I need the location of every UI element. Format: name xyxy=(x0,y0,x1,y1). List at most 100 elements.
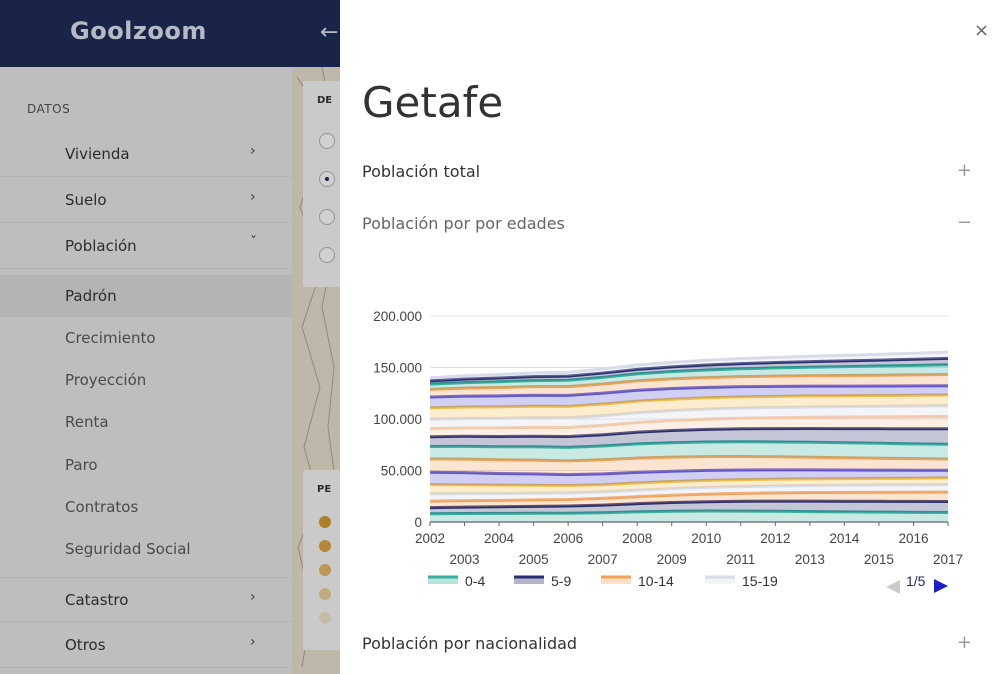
legend-swatch xyxy=(514,576,544,584)
x-tick-label: 2003 xyxy=(450,552,480,567)
series-line-70-74[interactable] xyxy=(429,363,949,386)
overlay-dim xyxy=(0,0,340,674)
sidebar-subitem-proyeccion[interactable]: Proyección xyxy=(0,359,292,401)
chevron-right-icon: › xyxy=(250,189,256,205)
app-logo[interactable]: Goolzoom xyxy=(70,17,207,45)
series-line-60-64[interactable] xyxy=(429,384,949,399)
x-tick-label: 2005 xyxy=(519,552,549,567)
x-tick-label: 2014 xyxy=(829,531,860,546)
area-20-24[interactable] xyxy=(430,477,948,494)
legend-label: 5-9 xyxy=(551,573,571,589)
area-60-64[interactable] xyxy=(430,385,948,408)
x-tick-label: 2002 xyxy=(415,531,445,546)
series-line-10-14[interactable] xyxy=(429,490,949,503)
y-tick-label: 100.000 xyxy=(373,412,422,427)
accordion-label: Población por por edades xyxy=(362,214,565,233)
sidebar-subitem-padron[interactable]: Padrón xyxy=(0,275,292,317)
x-tick-label: 2012 xyxy=(760,531,790,546)
area-55-59[interactable] xyxy=(430,395,948,420)
series-line-20-24[interactable] xyxy=(429,476,949,488)
sidebar-subitem-label: Seguridad Social xyxy=(65,540,191,558)
sidebar-subitem-label: Renta xyxy=(65,413,109,431)
series-line-40-44[interactable] xyxy=(429,426,948,439)
sidebar-item-poblacion[interactable]: Población ˇ xyxy=(0,224,292,269)
y-tick-label: 50.000 xyxy=(381,464,422,479)
area-5-9[interactable] xyxy=(430,501,948,514)
series-line-0-4[interactable] xyxy=(429,509,949,516)
map-radio[interactable] xyxy=(319,133,335,149)
series-line-25-29[interactable] xyxy=(429,468,948,477)
legend-item-15-19[interactable]: 15-19 xyxy=(705,573,778,589)
sidebar-subitem-seguridad-social[interactable]: Seguridad Social xyxy=(0,528,292,570)
plus-icon: + xyxy=(956,160,972,181)
area-45-49[interactable] xyxy=(430,416,948,437)
area-35-39[interactable] xyxy=(430,441,948,461)
map-radio-selected[interactable] xyxy=(319,171,335,187)
legend-swatch xyxy=(319,564,331,576)
series-line-15-19[interactable] xyxy=(429,483,949,496)
series-line-55-59[interactable] xyxy=(429,393,949,410)
prev-page-icon[interactable] xyxy=(886,580,900,594)
y-tick-label: 0 xyxy=(414,515,422,530)
back-arrow-icon[interactable]: ← xyxy=(320,20,339,45)
series-line-50-54[interactable] xyxy=(429,404,949,421)
sidebar-subitem-crecimiento[interactable]: Crecimiento xyxy=(0,317,292,359)
close-button[interactable]: × xyxy=(974,20,990,41)
y-tick-label: 200.000 xyxy=(373,309,422,324)
sidebar-item-suelo[interactable]: Suelo › xyxy=(0,178,292,223)
page-title: Getafe xyxy=(362,78,504,127)
top-bar: Goolzoom ← xyxy=(0,0,340,67)
map-radio[interactable] xyxy=(319,247,335,263)
area-15-19[interactable] xyxy=(430,484,948,502)
sidebar-item-vivienda[interactable]: Vivienda › xyxy=(0,132,292,177)
area-70-74[interactable] xyxy=(430,364,948,390)
series-line-65-69[interactable] xyxy=(429,373,949,391)
legend-swatch xyxy=(428,576,458,584)
accordion-label: Población total xyxy=(362,162,481,181)
legend-swatch xyxy=(319,540,331,552)
legend-label: 10-14 xyxy=(638,573,674,589)
legend-item-5-9[interactable]: 5-9 xyxy=(514,573,571,589)
accordion-poblacion-total[interactable]: Población total + xyxy=(362,160,972,192)
series-line-75-79[interactable] xyxy=(429,356,949,383)
next-page-icon[interactable] xyxy=(934,579,948,593)
legend-swatch xyxy=(319,612,331,624)
sidebar-item-otros[interactable]: Otros › xyxy=(0,623,292,668)
legend-item-0-4[interactable]: 0-4 xyxy=(428,573,485,589)
minus-icon: − xyxy=(956,212,972,233)
legend-swatch xyxy=(705,576,735,584)
series-line-45-49[interactable] xyxy=(429,414,949,430)
sidebar-subitem-label: Proyección xyxy=(65,371,147,389)
area-40-44[interactable] xyxy=(430,428,948,448)
sidebar-subitem-paro[interactable]: Paro xyxy=(0,444,292,486)
x-tick-label: 2007 xyxy=(588,552,618,567)
map-density-card: DE xyxy=(303,81,340,287)
sidebar-item-label: Vivienda xyxy=(65,145,130,163)
area-50-54[interactable] xyxy=(430,405,948,429)
area-10-14[interactable] xyxy=(430,492,948,508)
series-line-5-9[interactable] xyxy=(429,499,949,510)
accordion-poblacion-nacionalidad[interactable]: Población por nacionalidad + xyxy=(362,632,972,664)
accordion-label: Población por nacionalidad xyxy=(362,634,578,653)
map-card-title: DE xyxy=(317,95,333,106)
sidebar-item-catastro[interactable]: Catastro › xyxy=(0,577,292,622)
legend-page-indicator: 1/5 xyxy=(906,573,926,589)
sidebar-item-label: Catastro xyxy=(65,591,129,609)
sidebar-subitem-label: Paro xyxy=(65,456,98,474)
series-line-80+[interactable] xyxy=(429,350,949,380)
area-25-29[interactable] xyxy=(430,469,948,486)
accordion-poblacion-edades[interactable]: Población por por edades − xyxy=(362,212,972,244)
sidebar-subitem-contratos[interactable]: Contratos xyxy=(0,486,292,528)
sidebar-item-label: Población xyxy=(65,237,137,255)
series-line-35-39[interactable] xyxy=(429,440,949,449)
plus-icon: + xyxy=(956,632,972,653)
area-65-69[interactable] xyxy=(430,374,948,398)
y-tick-label: 150.000 xyxy=(373,361,422,376)
map-view[interactable]: DE PE xyxy=(292,67,340,674)
x-tick-label: 2004 xyxy=(484,531,515,546)
series-line-30-34[interactable] xyxy=(429,454,949,463)
map-radio[interactable] xyxy=(319,209,335,225)
legend-item-10-14[interactable]: 10-14 xyxy=(601,573,674,589)
x-tick-label: 2013 xyxy=(795,552,825,567)
sidebar-subitem-renta[interactable]: Renta xyxy=(0,401,292,443)
